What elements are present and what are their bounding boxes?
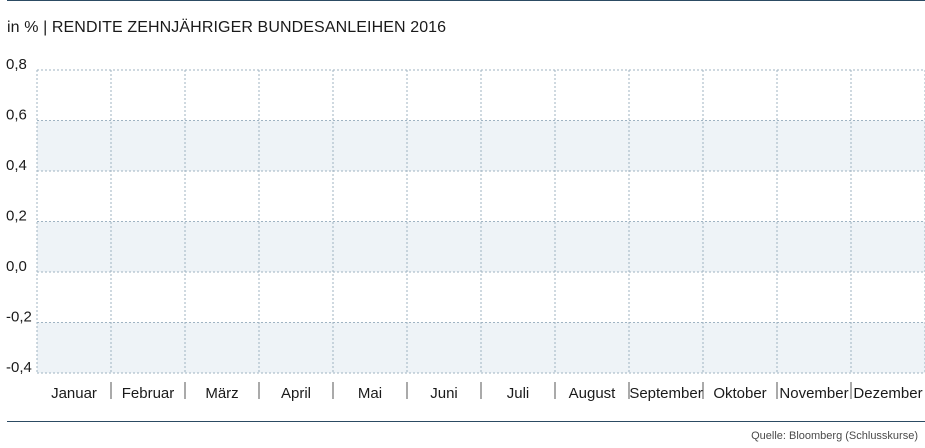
x-tick-label: Juli [507, 385, 530, 402]
chart-area: 0,8 0,6 0,4 0,2 0,0 -0,2 -0,4 Januar Februar März… [6, 56, 925, 402]
y-tick-label: 0,8 [6, 56, 27, 73]
y-tick-label: 0,2 [6, 208, 27, 225]
x-tick-label: Oktober [713, 385, 766, 402]
y-tick-label: -0,2 [6, 309, 32, 326]
bottom-rule [7, 421, 925, 422]
y-tick-label: 0,0 [6, 258, 27, 275]
x-tick-label: April [281, 385, 311, 402]
x-tick-label: Januar [51, 385, 97, 402]
top-rule [7, 0, 925, 1]
x-tick-label: März [205, 385, 238, 402]
x-tick-label: Juni [430, 385, 458, 402]
y-tick-label: 0,6 [6, 107, 27, 124]
x-tick-label: Dezember [853, 385, 922, 402]
y-tick-label: -0,4 [6, 359, 32, 376]
x-tick-label: Februar [122, 385, 175, 402]
x-tick-label: September [629, 385, 702, 402]
x-tick-label: November [779, 385, 848, 402]
x-tick-label: August [569, 385, 617, 402]
source-note: Quelle: Bloomberg (Schlusskurse) [751, 430, 918, 442]
x-tick-label: Mai [358, 385, 382, 402]
chart-title: in % | RENDITE ZEHNJÄHRIGER BUNDESANLEIH… [7, 19, 447, 36]
y-tick-label: 0,4 [6, 157, 27, 174]
